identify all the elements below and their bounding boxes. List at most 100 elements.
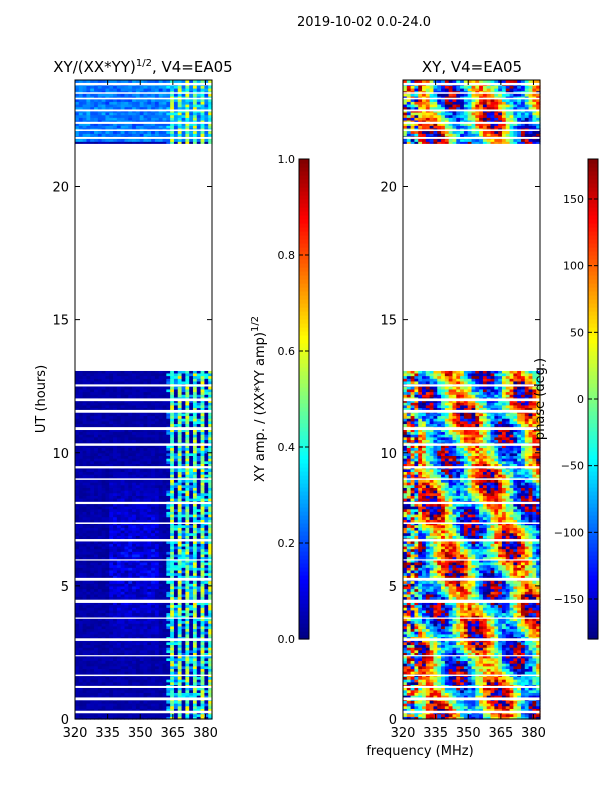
amplitude-heatmap-cell	[97, 519, 103, 523]
amplitude-heatmap-cell	[143, 633, 148, 638]
amplitude-heatmap-cell	[166, 561, 171, 566]
amplitude-heatmap-cell	[90, 516, 95, 520]
amplitude-heatmap-cell	[166, 633, 171, 638]
amplitude-heatmap-cell	[86, 700, 91, 704]
amplitude-heatmap-cell	[154, 503, 160, 507]
amplitude-heatmap-cell	[147, 671, 152, 675]
amplitude-heatmap-cell	[109, 708, 114, 712]
amplitude-heatmap-cell	[181, 572, 186, 576]
amplitude-heatmap-cell	[189, 601, 194, 606]
amplitude-heatmap-cell	[78, 511, 84, 515]
amplitude-heatmap-cell	[204, 583, 209, 587]
amplitude-heatmap-cell	[139, 569, 145, 574]
amplitude-heatmap-cell	[166, 591, 171, 595]
amplitude-heatmap-cell	[124, 647, 129, 651]
amplitude-heatmap-cell	[124, 553, 129, 558]
amplitude-heatmap-cell	[139, 641, 145, 646]
amplitude-heatmap-cell	[189, 708, 194, 712]
amplitude-heatmap-cell	[105, 668, 110, 672]
amplitude-heatmap-cell	[181, 668, 186, 672]
amplitude-heatmap-cell	[109, 513, 114, 518]
amplitude-heatmap-cell	[158, 572, 164, 576]
amplitude-heatmap-cell	[162, 607, 167, 611]
amplitude-heatmap-cell	[208, 609, 213, 614]
amplitude-heatmap-cell	[86, 545, 91, 550]
amplitude-heatmap-cell	[151, 583, 156, 587]
amplitude-heatmap-cell	[189, 516, 194, 520]
amplitude-heatmap-cell	[158, 663, 164, 667]
amplitude-heatmap-cell	[177, 625, 183, 630]
amplitude-heatmap-cell	[177, 585, 183, 590]
amplitude-heatmap-cell	[204, 591, 209, 595]
amplitude-heatmap-cell	[192, 516, 198, 520]
amplitude-heatmap-cell	[132, 529, 137, 534]
amplitude-heatmap-cell	[135, 700, 141, 704]
amplitude-heatmap-cell	[151, 564, 156, 568]
amplitude-heatmap-cell	[75, 529, 80, 534]
amplitude-heatmap-cell	[189, 617, 194, 622]
amplitude-heatmap-cell	[139, 559, 145, 563]
amplitude-heatmap-cell	[139, 708, 145, 712]
amplitude-heatmap-cell	[120, 623, 126, 627]
amplitude-heatmap-cell	[97, 703, 103, 707]
amplitude-heatmap-cell	[113, 569, 118, 574]
amplitude-heatmap-cell	[143, 636, 148, 640]
amplitude-heatmap-cell	[177, 508, 183, 512]
amplitude-heatmap-cell	[177, 660, 183, 664]
amplitude-heatmap-cell	[185, 703, 190, 707]
amplitude-heatmap-cell	[120, 620, 126, 624]
amplitude-heatmap-cell	[75, 553, 80, 558]
amplitude-heatmap-cell	[143, 649, 148, 654]
amplitude-heatmap-cell	[109, 516, 114, 520]
amplitude-heatmap-cell	[75, 652, 80, 656]
amplitude-heatmap-cell	[162, 548, 167, 552]
amplitude-heatmap-cell	[158, 633, 164, 638]
amplitude-heatmap-cell	[113, 671, 118, 675]
amplitude-heatmap-cell	[200, 625, 205, 630]
amplitude-heatmap-cell	[143, 647, 148, 651]
amplitude-heatmap-cell	[75, 508, 80, 512]
amplitude-heatmap-cell	[75, 575, 80, 579]
amplitude-heatmap-cell	[143, 695, 148, 699]
amplitude-heatmap-cell	[170, 649, 175, 654]
amplitude-heatmap-cell	[189, 543, 194, 547]
amplitude-heatmap-cell	[139, 612, 145, 616]
amplitude-heatmap-cell	[173, 604, 179, 608]
amplitude-heatmap-cell	[166, 703, 171, 707]
amplitude-heatmap-cell	[128, 607, 133, 611]
amplitude-heatmap-cell	[86, 572, 91, 576]
amplitude-heatmap-cell	[90, 609, 95, 614]
amplitude-heatmap-cell	[154, 652, 160, 656]
amplitude-heatmap-cell	[135, 713, 141, 717]
amplitude-heatmap-cell	[113, 612, 118, 616]
amplitude-heatmap-cell	[113, 591, 118, 595]
amplitude-heatmap-cell	[166, 668, 171, 672]
amplitude-heatmap-cell	[177, 540, 183, 544]
amplitude-heatmap-cell	[170, 572, 175, 576]
amplitude-heatmap-cell	[120, 548, 126, 552]
amplitude-heatmap-cell	[82, 519, 88, 523]
amplitude-heatmap-cell	[192, 716, 198, 720]
amplitude-heatmap-cell	[143, 519, 148, 523]
amplitude-heatmap-cell	[120, 583, 126, 587]
amplitude-heatmap-cell	[120, 540, 126, 544]
amplitude-heatmap-cell	[162, 695, 167, 699]
amplitude-heatmap-cell	[173, 545, 179, 550]
amplitude-heatmap-cell	[143, 705, 148, 709]
amplitude-heatmap-cell	[139, 532, 145, 536]
amplitude-heatmap-cell	[158, 644, 164, 648]
amplitude-heatmap-cell	[185, 508, 190, 512]
amplitude-heatmap-cell	[173, 540, 179, 544]
amplitude-heatmap-cell	[143, 607, 148, 611]
amplitude-heatmap-cell	[139, 633, 145, 638]
amplitude-heatmap-cell	[173, 511, 179, 515]
amplitude-heatmap-cell	[204, 649, 209, 654]
amplitude-heatmap-cell	[181, 556, 186, 560]
amplitude-heatmap-cell	[147, 657, 152, 662]
amplitude-heatmap-cell	[75, 561, 80, 566]
amplitude-heatmap-cell	[143, 601, 148, 606]
amplitude-heatmap-cell	[135, 708, 141, 712]
amplitude-heatmap-cell	[185, 612, 190, 616]
amplitude-heatmap-cell	[120, 508, 126, 512]
amplitude-heatmap-cell	[82, 633, 88, 638]
